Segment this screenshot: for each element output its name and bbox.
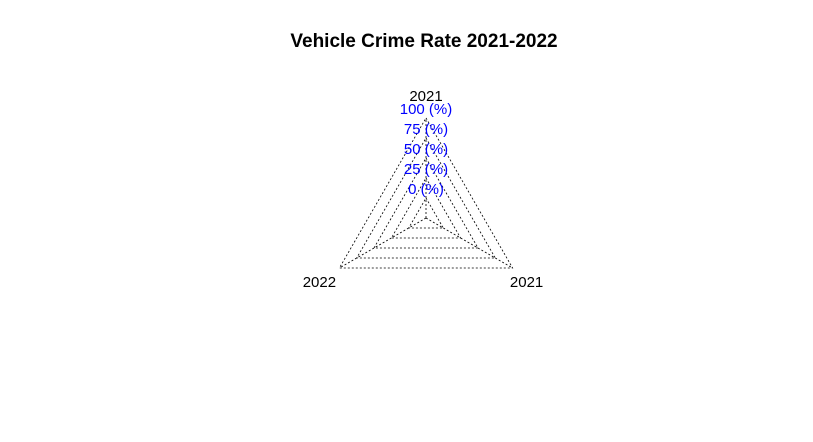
axis-label-0: 2021 (409, 88, 442, 105)
radar-spoke-1 (425, 217, 513, 269)
axis-label-2: 2022 (303, 274, 336, 291)
radar-ring-100 (338, 117, 514, 269)
ring-label-75: 75 (%) (404, 121, 448, 138)
radar-axis-labels: 2021 2021 2022 (303, 88, 544, 291)
radar-ring-25 (390, 177, 462, 239)
radar-ring-75 (356, 137, 496, 259)
radar-ring-0 (408, 197, 444, 229)
chart-title: Vehicle Crime Rate 2021-2022 (290, 31, 557, 52)
radar-grid (338, 117, 514, 269)
ring-label-50: 50 (%) (404, 141, 448, 158)
radar-spoke-2 (339, 217, 427, 269)
axis-label-1: 2021 (510, 274, 543, 291)
ring-label-25: 25 (%) (404, 161, 448, 178)
ring-label-0: 0 (%) (408, 181, 444, 198)
radar-ring-labels: 0 (%) 25 (%) 50 (%) 75 (%) 100 (%) (400, 101, 453, 198)
ring-label-100: 100 (%) (400, 101, 453, 118)
